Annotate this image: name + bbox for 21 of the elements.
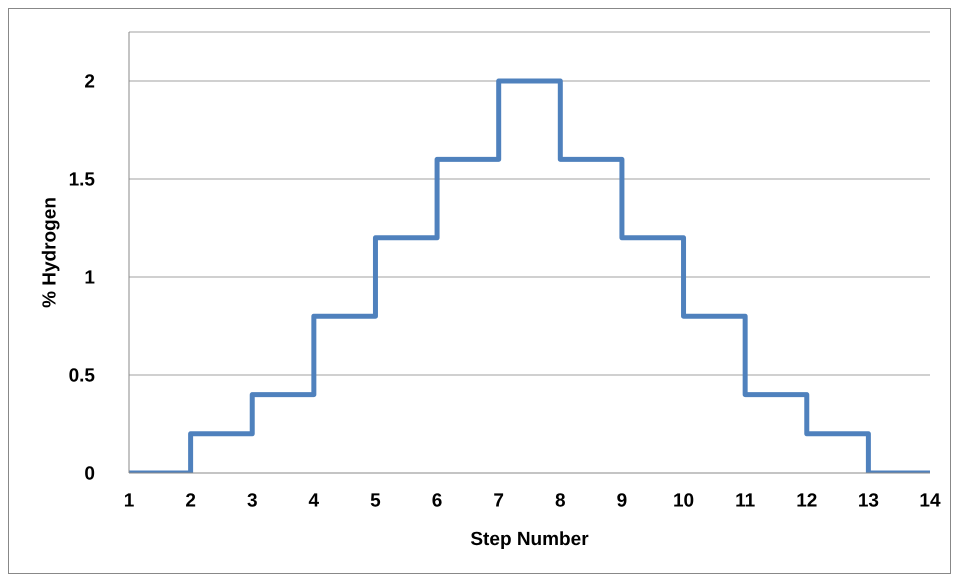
x-tick-label: 2 [185, 490, 196, 512]
y-tick-label: 1.5 [68, 170, 96, 191]
x-tick-label: 11 [735, 490, 756, 512]
x-tick-label: 8 [555, 490, 566, 512]
x-tick-label: 1 [124, 490, 135, 512]
x-tick-label: 6 [432, 490, 442, 512]
y-tick-label: 2 [84, 72, 95, 93]
x-tick-label: 14 [919, 490, 941, 512]
x-tick-label: 12 [796, 490, 818, 512]
y-tick-label: 1 [84, 268, 96, 289]
y-tick-label: 0 [84, 464, 95, 485]
x-tick-label: 13 [858, 490, 879, 512]
x-tick-label: 5 [370, 490, 382, 512]
x-axis-title: Step Number [470, 529, 590, 550]
x-tick-label: 10 [672, 490, 694, 512]
y-tick-label: 0.5 [68, 366, 96, 387]
x-tick-label: 9 [616, 490, 628, 512]
x-tick-label: 3 [246, 490, 258, 512]
x-tick-label: 7 [493, 490, 504, 512]
y-axis-title: % Hydrogen [40, 197, 61, 308]
x-tick-label: 4 [308, 490, 320, 512]
